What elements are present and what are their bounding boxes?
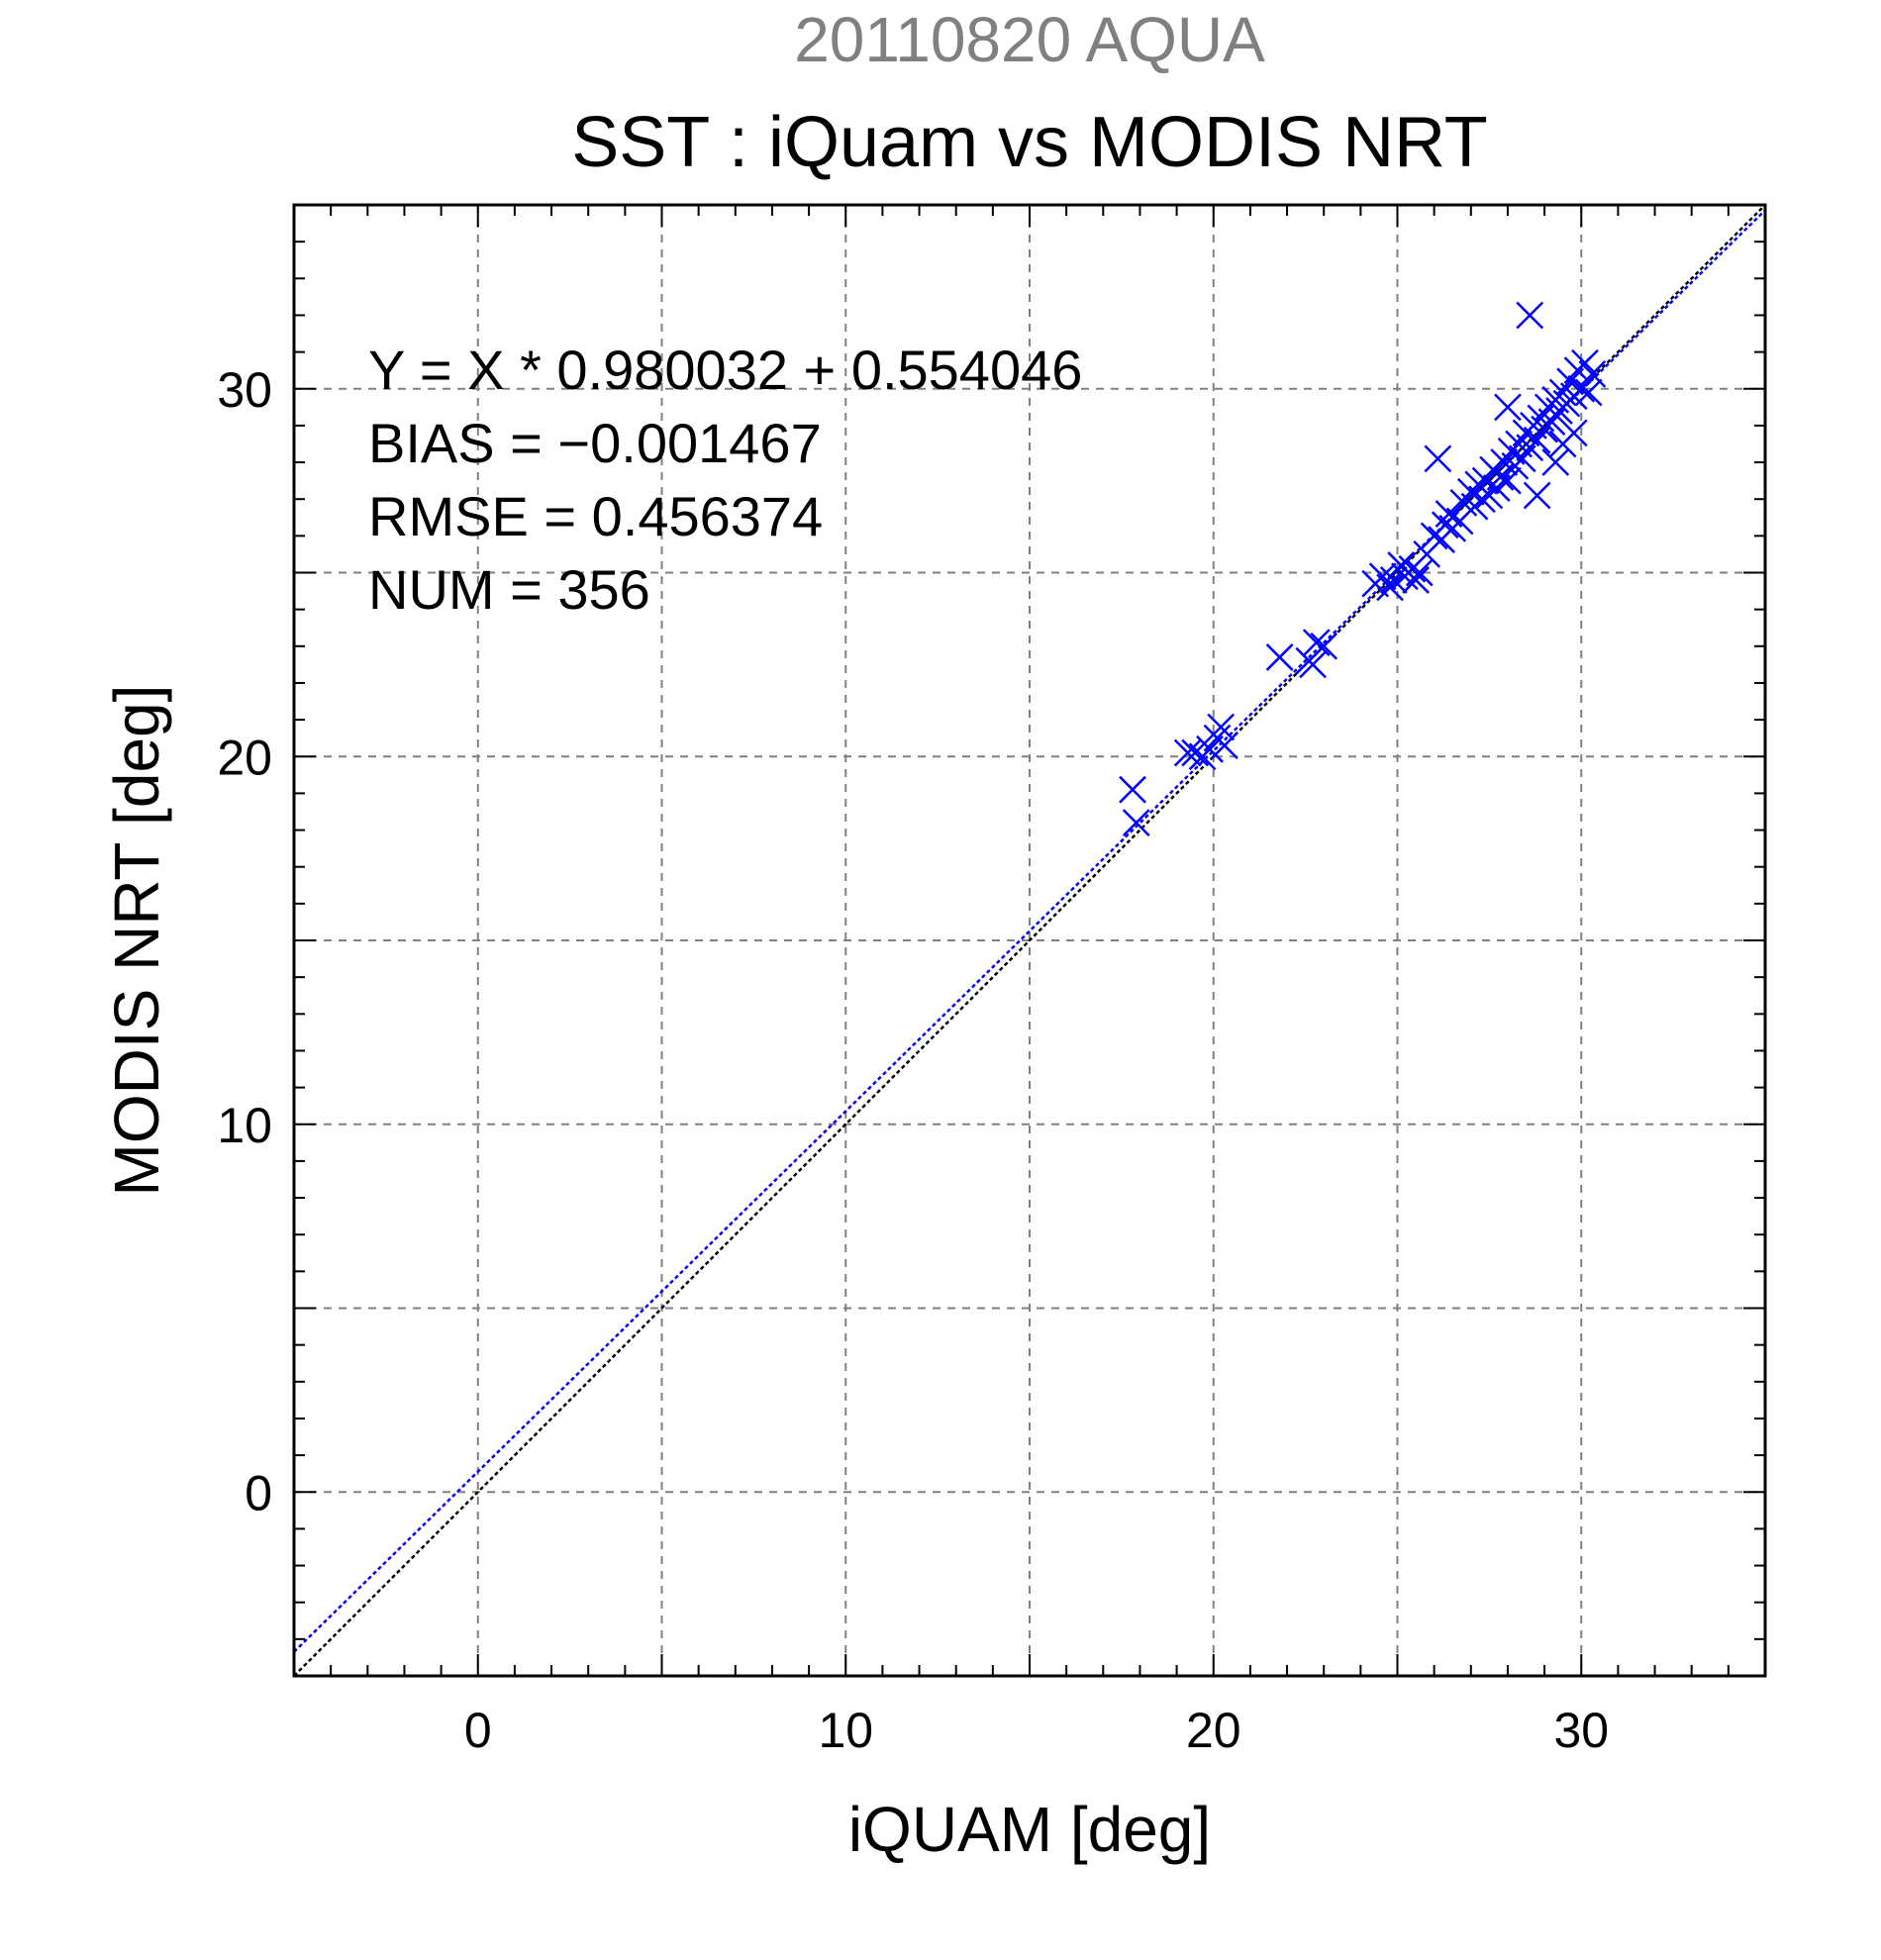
data-point bbox=[1523, 481, 1551, 510]
data-point bbox=[1310, 632, 1338, 660]
data-point bbox=[1567, 374, 1596, 403]
data-point bbox=[1379, 566, 1408, 594]
x-tick-label: 30 bbox=[1553, 1703, 1609, 1758]
data-point bbox=[1516, 301, 1544, 330]
data-point bbox=[1424, 444, 1452, 473]
plot-frame bbox=[292, 203, 1767, 1678]
data-point bbox=[1302, 629, 1331, 656]
x-tick-label: 10 bbox=[818, 1703, 873, 1758]
fit-equation: Y = X * 0.980032 + 0.554046 bbox=[368, 339, 1082, 401]
data-point bbox=[1574, 378, 1603, 407]
y-tick-label: 30 bbox=[217, 362, 272, 418]
data-point bbox=[1494, 393, 1522, 422]
data-point bbox=[1405, 558, 1434, 587]
data-point bbox=[1265, 643, 1294, 671]
reference-lines bbox=[293, 204, 1766, 1677]
chart-title: SST : iQuam vs MODIS NRT bbox=[571, 103, 1488, 182]
data-point bbox=[1402, 566, 1430, 594]
grid-lines bbox=[294, 205, 1765, 1676]
tick-labels: 0 10 20 30 0 10 20 30 bbox=[217, 362, 1609, 1758]
bias-stat: BIAS = −0.001467 bbox=[368, 412, 822, 474]
data-point bbox=[1119, 775, 1146, 804]
x-tick-label: 0 bbox=[464, 1703, 492, 1758]
data-point bbox=[1122, 809, 1150, 837]
fit-line bbox=[293, 209, 1766, 1653]
tick-marks bbox=[293, 204, 1766, 1677]
chart-subtitle: 20110820 AQUA bbox=[794, 4, 1265, 75]
data-point bbox=[1541, 448, 1570, 476]
x-axis-label: iQUAM [deg] bbox=[848, 1794, 1211, 1865]
data-point bbox=[1578, 360, 1607, 388]
data-point bbox=[1494, 466, 1522, 495]
y-tick-label: 0 bbox=[245, 1465, 272, 1520]
data-point bbox=[1376, 573, 1404, 602]
y-axis-label: MODIS NRT [deg] bbox=[101, 685, 172, 1197]
data-point bbox=[1207, 713, 1236, 741]
data-point bbox=[1211, 732, 1238, 759]
rmse-stat: RMSE = 0.456374 bbox=[368, 485, 823, 547]
y-tick-label: 20 bbox=[217, 730, 272, 785]
x-tick-label: 20 bbox=[1186, 1703, 1241, 1758]
data-points bbox=[1119, 301, 1607, 837]
y-tick-label: 10 bbox=[217, 1098, 272, 1153]
identity-line bbox=[293, 204, 1766, 1677]
num-stat: NUM = 356 bbox=[368, 558, 650, 621]
data-point bbox=[1468, 485, 1496, 514]
data-point bbox=[1559, 419, 1588, 447]
